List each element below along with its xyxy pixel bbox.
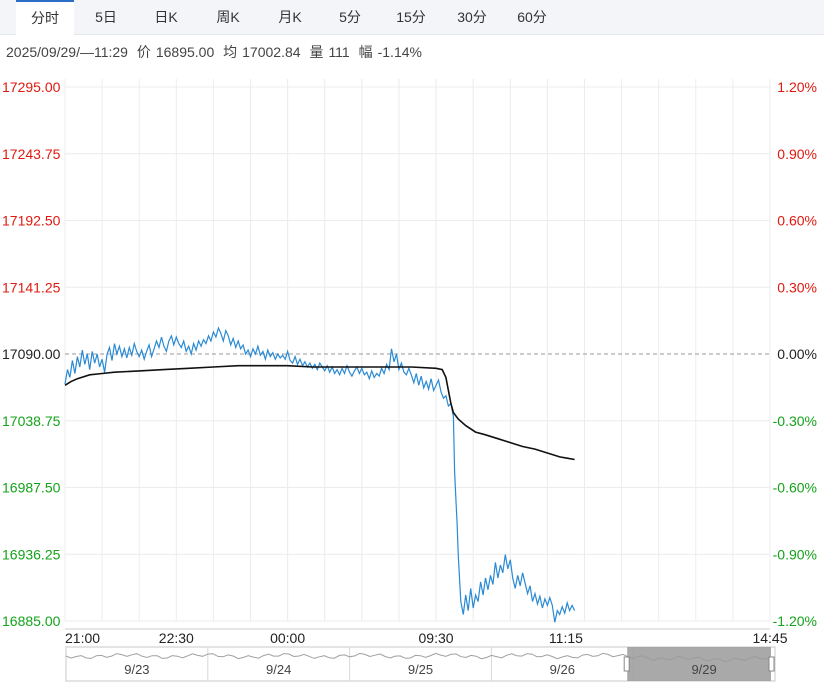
- navigator-selection: [627, 647, 771, 681]
- tab-15min[interactable]: 15分: [396, 9, 426, 25]
- volume-value: 111: [328, 44, 350, 60]
- tab-60min[interactable]: 60分: [517, 9, 547, 25]
- y-tick-label-right: 0.30%: [777, 279, 817, 295]
- price-value: 16895.00: [155, 44, 215, 60]
- avg-label: 均: [223, 44, 238, 60]
- x-tick-label: 22:30: [159, 630, 194, 646]
- y-axis-left: 17295.00 17243.75 17192.50 17141.25 17090.00…: [2, 79, 61, 629]
- y-tick-label-right: 0.90%: [777, 146, 817, 162]
- change-value: -1.14%: [377, 44, 422, 60]
- tab-30min[interactable]: 30分: [457, 9, 487, 25]
- y-tick-label-left: 16987.50: [2, 480, 61, 496]
- y-tick-label-left: 17090.00: [2, 346, 61, 362]
- navigator-handle-left: [623, 656, 630, 672]
- x-tick-label: 11:15: [549, 630, 583, 646]
- tab-5min[interactable]: 5分: [339, 9, 361, 25]
- y-axis-right: 1.20% 0.90% 0.60% 0.30% 0.00% -0.30% -0.60% -0.…: [773, 79, 817, 629]
- period-tabs: 分时 5日 日K 周K 月K 5分 15分 30分 60分: [0, 0, 824, 35]
- navigator-date-label: 9/29: [691, 662, 716, 677]
- y-tick-label-left: 17038.75: [2, 413, 61, 429]
- y-tick-label-left: 16936.25: [2, 546, 61, 562]
- quote-datetime: 2025/09/29/—11:29: [6, 44, 128, 60]
- y-tick-label-left: 17192.50: [2, 213, 61, 229]
- y-tick-label-left: 17243.75: [2, 146, 61, 162]
- x-axis: 21:00 22:30 00:00 09:30 11:15 14:45: [65, 628, 788, 646]
- navigator-date-label: 9/25: [408, 662, 433, 677]
- y-tick-label-left: 16885.00: [2, 613, 61, 629]
- change-label: 幅: [358, 44, 373, 60]
- average-price-line: [64, 364, 575, 461]
- y-tick-label-right: -0.90%: [773, 546, 817, 562]
- x-tick-label: 00:00: [270, 630, 305, 646]
- chart-grid: [64, 79, 771, 622]
- chart-series: [64, 326, 576, 623]
- y-tick-label-left: 17141.25: [2, 279, 61, 295]
- navigator-date-label: 9/26: [550, 662, 575, 677]
- navigator-date-label: 9/23: [124, 662, 149, 677]
- y-tick-label-right: 1.20%: [777, 79, 817, 95]
- y-tick-label-right: -0.60%: [773, 480, 817, 496]
- tab-monthly-k[interactable]: 月K: [278, 9, 302, 25]
- avg-value: 17002.84: [242, 44, 301, 60]
- y-tick-label-right: 0.60%: [777, 213, 817, 229]
- y-tick-label-right: 0.00%: [777, 346, 817, 362]
- x-tick-label: 09:30: [419, 630, 454, 646]
- tab-weekly-k[interactable]: 周K: [216, 9, 240, 25]
- x-tick-label: 14:45: [752, 630, 787, 646]
- navigator-date-label: 9/24: [266, 662, 291, 677]
- y-tick-label-left: 17295.00: [2, 79, 61, 95]
- x-tick-label: 21:00: [65, 630, 100, 646]
- y-tick-label-right: -1.20%: [773, 613, 817, 629]
- range-navigator[interactable]: 9/23 9/24 9/25 9/26 9/29: [65, 646, 776, 682]
- y-tick-label-right: -0.30%: [773, 413, 817, 429]
- tab-daily-k[interactable]: 日K: [154, 9, 178, 25]
- price-line: [64, 326, 576, 623]
- tab-intraday[interactable]: 分时: [16, 0, 74, 35]
- price-label: 价: [136, 44, 151, 60]
- navigator-handle-right: [768, 656, 775, 672]
- volume-label: 量: [309, 44, 324, 60]
- tab-5day[interactable]: 5日: [95, 9, 117, 25]
